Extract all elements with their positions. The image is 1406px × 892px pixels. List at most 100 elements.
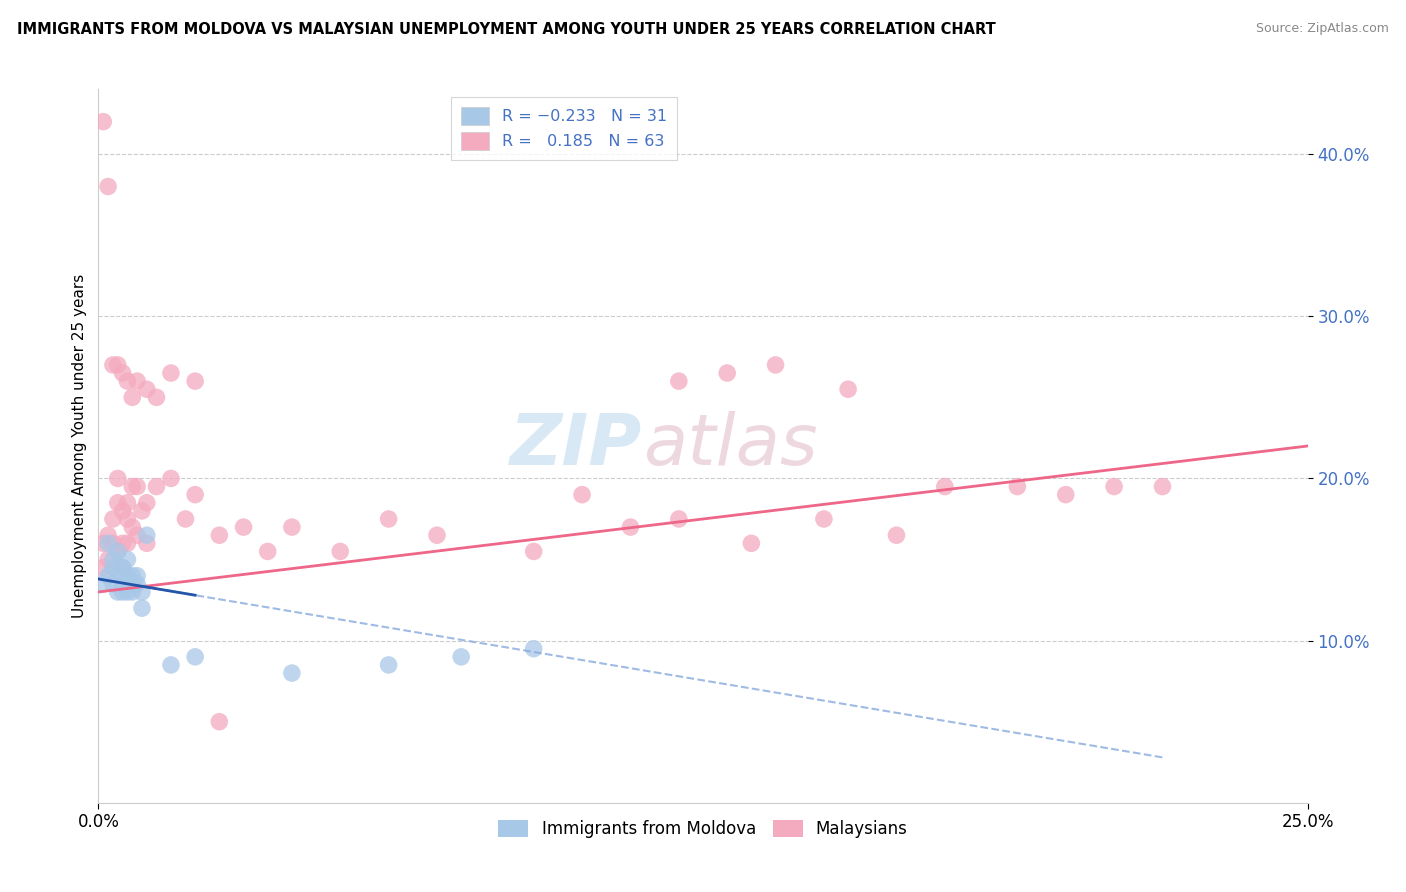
- Point: [668, 512, 690, 526]
- Point: [111, 504, 134, 518]
- Point: [97, 179, 120, 194]
- Point: [107, 358, 129, 372]
- Point: [668, 374, 690, 388]
- Point: [107, 471, 129, 485]
- Legend: Immigrants from Moldova, Malaysians: Immigrants from Moldova, Malaysians: [492, 813, 914, 845]
- Point: [107, 544, 129, 558]
- Point: [117, 512, 139, 526]
- Point: [107, 544, 129, 558]
- Point: [101, 536, 124, 550]
- Point: [97, 568, 120, 582]
- Point: [1007, 479, 1029, 493]
- Text: Source: ZipAtlas.com: Source: ZipAtlas.com: [1256, 22, 1389, 36]
- Point: [1152, 479, 1174, 493]
- Point: [160, 366, 183, 380]
- Point: [111, 536, 134, 550]
- Point: [101, 560, 124, 574]
- Point: [131, 504, 153, 518]
- Point: [121, 520, 143, 534]
- Point: [184, 649, 207, 664]
- Point: [619, 520, 641, 534]
- Point: [127, 528, 149, 542]
- Point: [184, 374, 207, 388]
- Point: [117, 496, 139, 510]
- Point: [97, 552, 120, 566]
- Point: [101, 358, 124, 372]
- Point: [208, 528, 231, 542]
- Point: [523, 544, 546, 558]
- Point: [111, 560, 134, 574]
- Point: [131, 585, 153, 599]
- Point: [131, 601, 153, 615]
- Point: [135, 528, 157, 542]
- Point: [107, 496, 129, 510]
- Point: [740, 536, 762, 550]
- Point: [111, 560, 134, 574]
- Point: [813, 512, 835, 526]
- Point: [934, 479, 956, 493]
- Point: [232, 520, 254, 534]
- Point: [91, 536, 114, 550]
- Point: [886, 528, 908, 542]
- Point: [184, 488, 207, 502]
- Y-axis label: Unemployment Among Youth under 25 years: Unemployment Among Youth under 25 years: [72, 274, 87, 618]
- Point: [256, 544, 278, 558]
- Point: [117, 374, 139, 388]
- Point: [450, 649, 472, 664]
- Point: [145, 390, 167, 404]
- Point: [281, 666, 304, 681]
- Text: ZIP: ZIP: [510, 411, 643, 481]
- Point: [97, 528, 120, 542]
- Point: [127, 568, 149, 582]
- Point: [174, 512, 197, 526]
- Text: IMMIGRANTS FROM MOLDOVA VS MALAYSIAN UNEMPLOYMENT AMONG YOUTH UNDER 25 YEARS COR: IMMIGRANTS FROM MOLDOVA VS MALAYSIAN UNE…: [17, 22, 995, 37]
- Point: [765, 358, 787, 372]
- Text: atlas: atlas: [643, 411, 817, 481]
- Point: [111, 366, 134, 380]
- Point: [121, 568, 143, 582]
- Point: [111, 560, 134, 574]
- Point: [91, 560, 114, 574]
- Point: [117, 585, 139, 599]
- Point: [121, 479, 143, 493]
- Point: [571, 488, 593, 502]
- Point: [101, 512, 124, 526]
- Point: [97, 536, 120, 550]
- Point: [91, 114, 114, 128]
- Point: [107, 585, 129, 599]
- Point: [281, 520, 304, 534]
- Point: [127, 374, 149, 388]
- Point: [121, 577, 143, 591]
- Point: [127, 479, 149, 493]
- Point: [117, 552, 139, 566]
- Point: [101, 552, 124, 566]
- Point: [121, 585, 143, 599]
- Point: [91, 577, 114, 591]
- Point: [1054, 488, 1077, 502]
- Point: [377, 657, 399, 672]
- Point: [111, 577, 134, 591]
- Point: [135, 496, 157, 510]
- Point: [101, 577, 124, 591]
- Point: [117, 577, 139, 591]
- Point: [145, 479, 167, 493]
- Point: [160, 657, 183, 672]
- Point: [107, 568, 129, 582]
- Point: [523, 641, 546, 656]
- Point: [117, 568, 139, 582]
- Point: [121, 390, 143, 404]
- Point: [1102, 479, 1125, 493]
- Point: [716, 366, 738, 380]
- Point: [135, 536, 157, 550]
- Point: [117, 536, 139, 550]
- Point: [127, 577, 149, 591]
- Point: [426, 528, 449, 542]
- Point: [135, 382, 157, 396]
- Point: [208, 714, 231, 729]
- Point: [377, 512, 399, 526]
- Point: [837, 382, 859, 396]
- Point: [329, 544, 352, 558]
- Point: [101, 560, 124, 574]
- Point: [160, 471, 183, 485]
- Point: [111, 585, 134, 599]
